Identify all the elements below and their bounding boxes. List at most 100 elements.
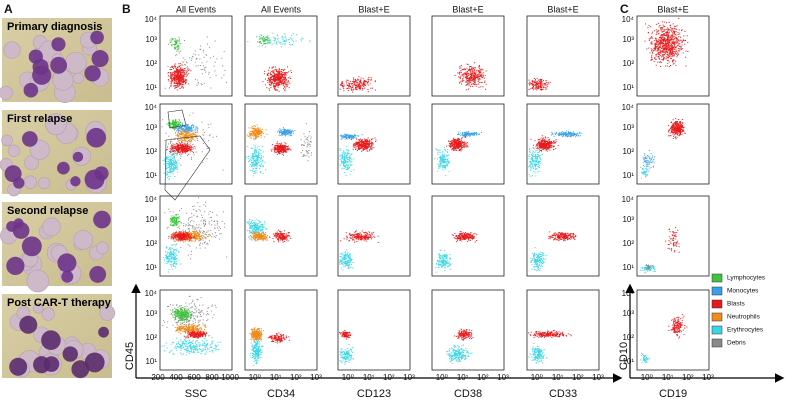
event-dot — [167, 163, 169, 165]
event-dot — [351, 160, 353, 162]
event-dot — [671, 36, 673, 38]
event-dot — [651, 57, 653, 59]
event-dot — [680, 46, 682, 48]
event-dot — [478, 82, 480, 84]
event-dot — [254, 135, 256, 137]
event-dot — [262, 37, 264, 39]
event-dot — [202, 161, 204, 163]
event-dot — [532, 87, 534, 89]
event-dot — [192, 136, 194, 138]
event-dot — [167, 79, 169, 81]
nucleus — [43, 356, 60, 372]
event-dot — [185, 79, 187, 81]
event-dot — [358, 86, 360, 88]
event-dot — [172, 119, 174, 121]
event-dot — [540, 80, 542, 82]
event-dot — [176, 72, 178, 74]
event-dot — [362, 85, 364, 87]
event-dot — [193, 126, 195, 128]
event-dot — [343, 163, 345, 165]
event-dot — [280, 73, 282, 75]
event-dot — [269, 39, 271, 41]
event-dot — [348, 134, 350, 136]
event-dot — [340, 83, 342, 85]
nucleus — [6, 256, 25, 276]
event-dot — [273, 145, 275, 147]
event-dot — [167, 174, 169, 176]
event-dot — [284, 134, 286, 136]
event-dot — [186, 145, 188, 147]
event-dot — [674, 42, 676, 44]
event-dot — [344, 165, 346, 167]
event-dot — [257, 132, 259, 134]
event-dot — [675, 28, 677, 30]
event-dot — [182, 61, 184, 63]
event-dot — [255, 164, 257, 166]
event-dot — [183, 150, 185, 152]
event-dot — [539, 80, 541, 82]
event-dot — [644, 40, 646, 42]
event-dot — [308, 135, 310, 137]
event-dot — [368, 80, 370, 82]
event-dot — [346, 145, 348, 147]
event-dot — [196, 58, 198, 60]
event-dot — [274, 146, 276, 148]
event-dot — [266, 87, 268, 89]
event-dot — [262, 151, 264, 153]
event-dot — [213, 65, 215, 67]
event-dot — [282, 132, 284, 134]
event-dot — [359, 89, 361, 91]
event-dot — [360, 84, 362, 86]
event-dot — [259, 130, 261, 132]
event-dot — [658, 46, 660, 48]
event-dot — [484, 88, 486, 90]
event-dot — [472, 86, 474, 88]
event-dot — [175, 146, 177, 148]
event-dot — [344, 157, 346, 159]
event-dot — [475, 85, 477, 87]
event-dot — [162, 160, 164, 162]
event-dot — [284, 148, 286, 150]
event-dot — [255, 132, 257, 134]
event-dot — [265, 39, 267, 41]
event-dot — [248, 155, 250, 157]
event-dot — [535, 83, 537, 85]
event-dot — [676, 42, 678, 44]
event-dot — [342, 157, 344, 159]
event-dot — [472, 77, 474, 79]
event-dot — [358, 84, 360, 86]
event-dot — [164, 158, 166, 160]
event-dot — [167, 171, 169, 173]
row-label: Primary diagnosis — [7, 21, 102, 33]
event-dot — [170, 169, 172, 171]
panel-label: B — [122, 2, 131, 16]
event-dot — [348, 85, 350, 87]
event-dot — [189, 146, 191, 148]
event-dot — [281, 134, 283, 136]
event-dot — [308, 150, 310, 152]
event-dot — [272, 79, 274, 81]
event-dot — [275, 89, 277, 91]
event-dot — [361, 83, 363, 85]
event-dot — [367, 139, 369, 141]
event-dot — [543, 80, 545, 82]
event-dot — [167, 158, 169, 160]
event-dot — [361, 146, 363, 148]
event-dot — [670, 53, 672, 55]
event-dot — [280, 43, 282, 45]
event-dot — [655, 47, 657, 49]
event-dot — [203, 56, 205, 58]
event-dot — [266, 74, 268, 76]
event-dot — [285, 129, 287, 131]
event-dot — [351, 153, 353, 155]
event-dot — [476, 84, 478, 86]
event-dot — [663, 30, 665, 32]
event-dot — [187, 83, 189, 85]
event-dot — [182, 129, 184, 131]
event-dot — [276, 83, 278, 85]
event-dot — [655, 40, 657, 42]
event-dot — [346, 154, 348, 156]
event-dot — [672, 63, 674, 65]
event-dot — [183, 134, 185, 136]
event-dot — [286, 72, 288, 74]
